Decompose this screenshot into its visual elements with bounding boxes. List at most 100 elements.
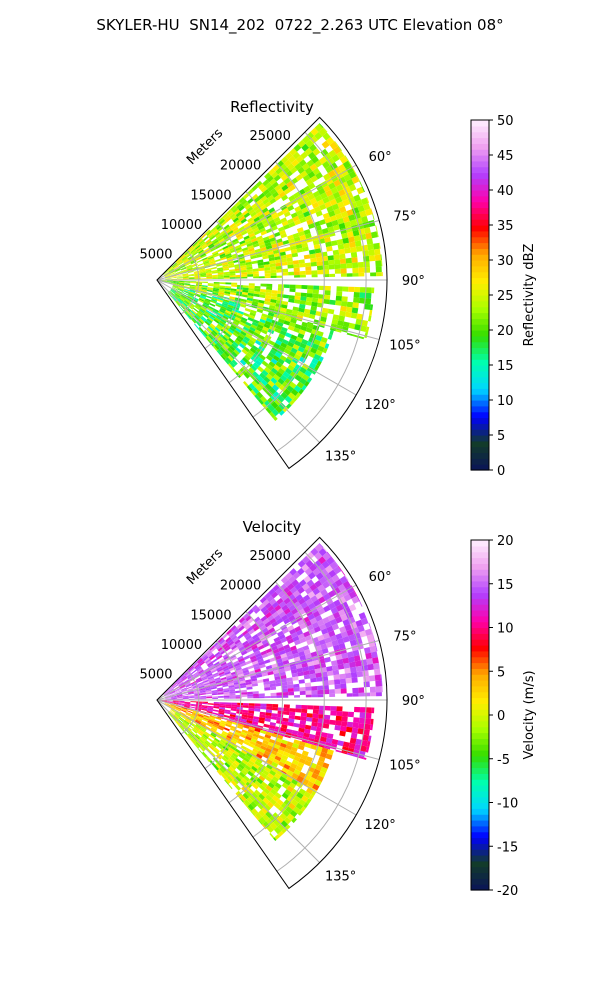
echo-cell [350, 251, 358, 258]
echo-cell [277, 377, 285, 385]
echo-cell [362, 203, 371, 211]
echo-cell [183, 705, 190, 708]
echo-cell [271, 733, 278, 738]
echo-cell [340, 688, 347, 694]
echo-cell [288, 802, 296, 810]
azimuth-tick-label: 90° [402, 694, 425, 709]
echo-cell [184, 284, 190, 287]
echo-cell [278, 634, 286, 640]
echo-cell [208, 718, 215, 722]
echo-cell [179, 683, 185, 687]
echo-cell [230, 292, 237, 296]
echo-cell [197, 248, 203, 253]
colorbar-segment [471, 219, 489, 226]
echo-cell [253, 665, 261, 671]
echo-cell [215, 342, 222, 349]
echo-cell [165, 697, 171, 699]
echo-cell [230, 625, 237, 632]
echo-cell [232, 646, 239, 653]
echo-cell [330, 660, 338, 666]
echo-cell [215, 303, 222, 308]
echo-cell [269, 608, 277, 615]
echo-cell [248, 760, 255, 766]
echo-cell [201, 243, 207, 249]
echo-cell [291, 252, 299, 258]
echo-cell [202, 733, 209, 739]
echo-cell [350, 246, 357, 253]
echo-cell [206, 276, 213, 279]
echo-cell [328, 630, 336, 638]
echo-cell [217, 348, 224, 355]
echo-cell [329, 273, 336, 277]
echo-cell [342, 237, 350, 244]
echo-cell [318, 219, 326, 226]
echo-cell [225, 704, 232, 707]
echo-cell [182, 256, 188, 262]
echo-cell [240, 319, 247, 324]
echo-cell [280, 364, 288, 372]
echo-cell [309, 309, 317, 316]
echo-cell [240, 330, 247, 337]
echo-cell [172, 286, 178, 289]
echo-cell [218, 725, 225, 729]
echo-cell [226, 767, 233, 774]
echo-cell [184, 261, 191, 266]
echo-cell [189, 246, 195, 252]
echo-cell [235, 211, 242, 218]
echo-cell [170, 272, 176, 276]
echo-cell [216, 734, 223, 740]
echo-cell [241, 247, 249, 252]
echo-cell [366, 197, 370, 204]
echo-cell [348, 742, 356, 750]
colorbar-segment [471, 586, 489, 594]
echo-cell [253, 693, 259, 697]
echo-cell [230, 780, 237, 787]
echo-cell [234, 244, 241, 249]
echo-cell [328, 182, 336, 190]
echo-cell [322, 581, 330, 589]
echo-cell [224, 358, 230, 365]
echo-cell [295, 765, 303, 772]
echo-cell [333, 674, 340, 680]
echo-cell [175, 690, 182, 694]
echo-cell [311, 787, 318, 792]
echo-cell [214, 258, 221, 263]
echo-cell [324, 201, 332, 209]
echo-cell [246, 719, 253, 724]
echo-cell [291, 672, 299, 678]
echo-cell [288, 753, 295, 760]
echo-cell [325, 189, 333, 197]
echo-cell [287, 374, 295, 382]
echo-cell [269, 832, 275, 839]
echo-cell [169, 710, 175, 716]
echo-cell [280, 594, 289, 602]
echo-cell [295, 802, 304, 810]
echo-cell [303, 631, 311, 638]
echo-cell [359, 745, 367, 752]
echo-cell [240, 619, 248, 626]
echo-cell [301, 662, 309, 668]
echo-cell [292, 396, 298, 402]
echo-cell [211, 228, 218, 234]
echo-cell [308, 249, 316, 255]
colorbar-segment [471, 347, 489, 354]
echo-cell [219, 309, 226, 314]
echo-cell [312, 610, 321, 618]
echo-cell [319, 623, 327, 631]
echo-cell [223, 215, 230, 221]
echo-cell [273, 174, 281, 182]
echo-cell [202, 654, 208, 660]
echo-cell [232, 637, 239, 643]
echo-cell [259, 816, 267, 824]
echo-cell [361, 215, 369, 223]
echo-cell [285, 344, 293, 352]
echo-cell [186, 726, 192, 732]
echo-cell [350, 585, 355, 591]
echo-cell [273, 669, 280, 675]
echo-cell [209, 734, 216, 740]
echo-cell [329, 693, 336, 697]
echo-cell [251, 193, 259, 201]
echo-cell [371, 287, 375, 294]
echo-cell [269, 815, 277, 823]
colorbar-segment [471, 324, 489, 331]
